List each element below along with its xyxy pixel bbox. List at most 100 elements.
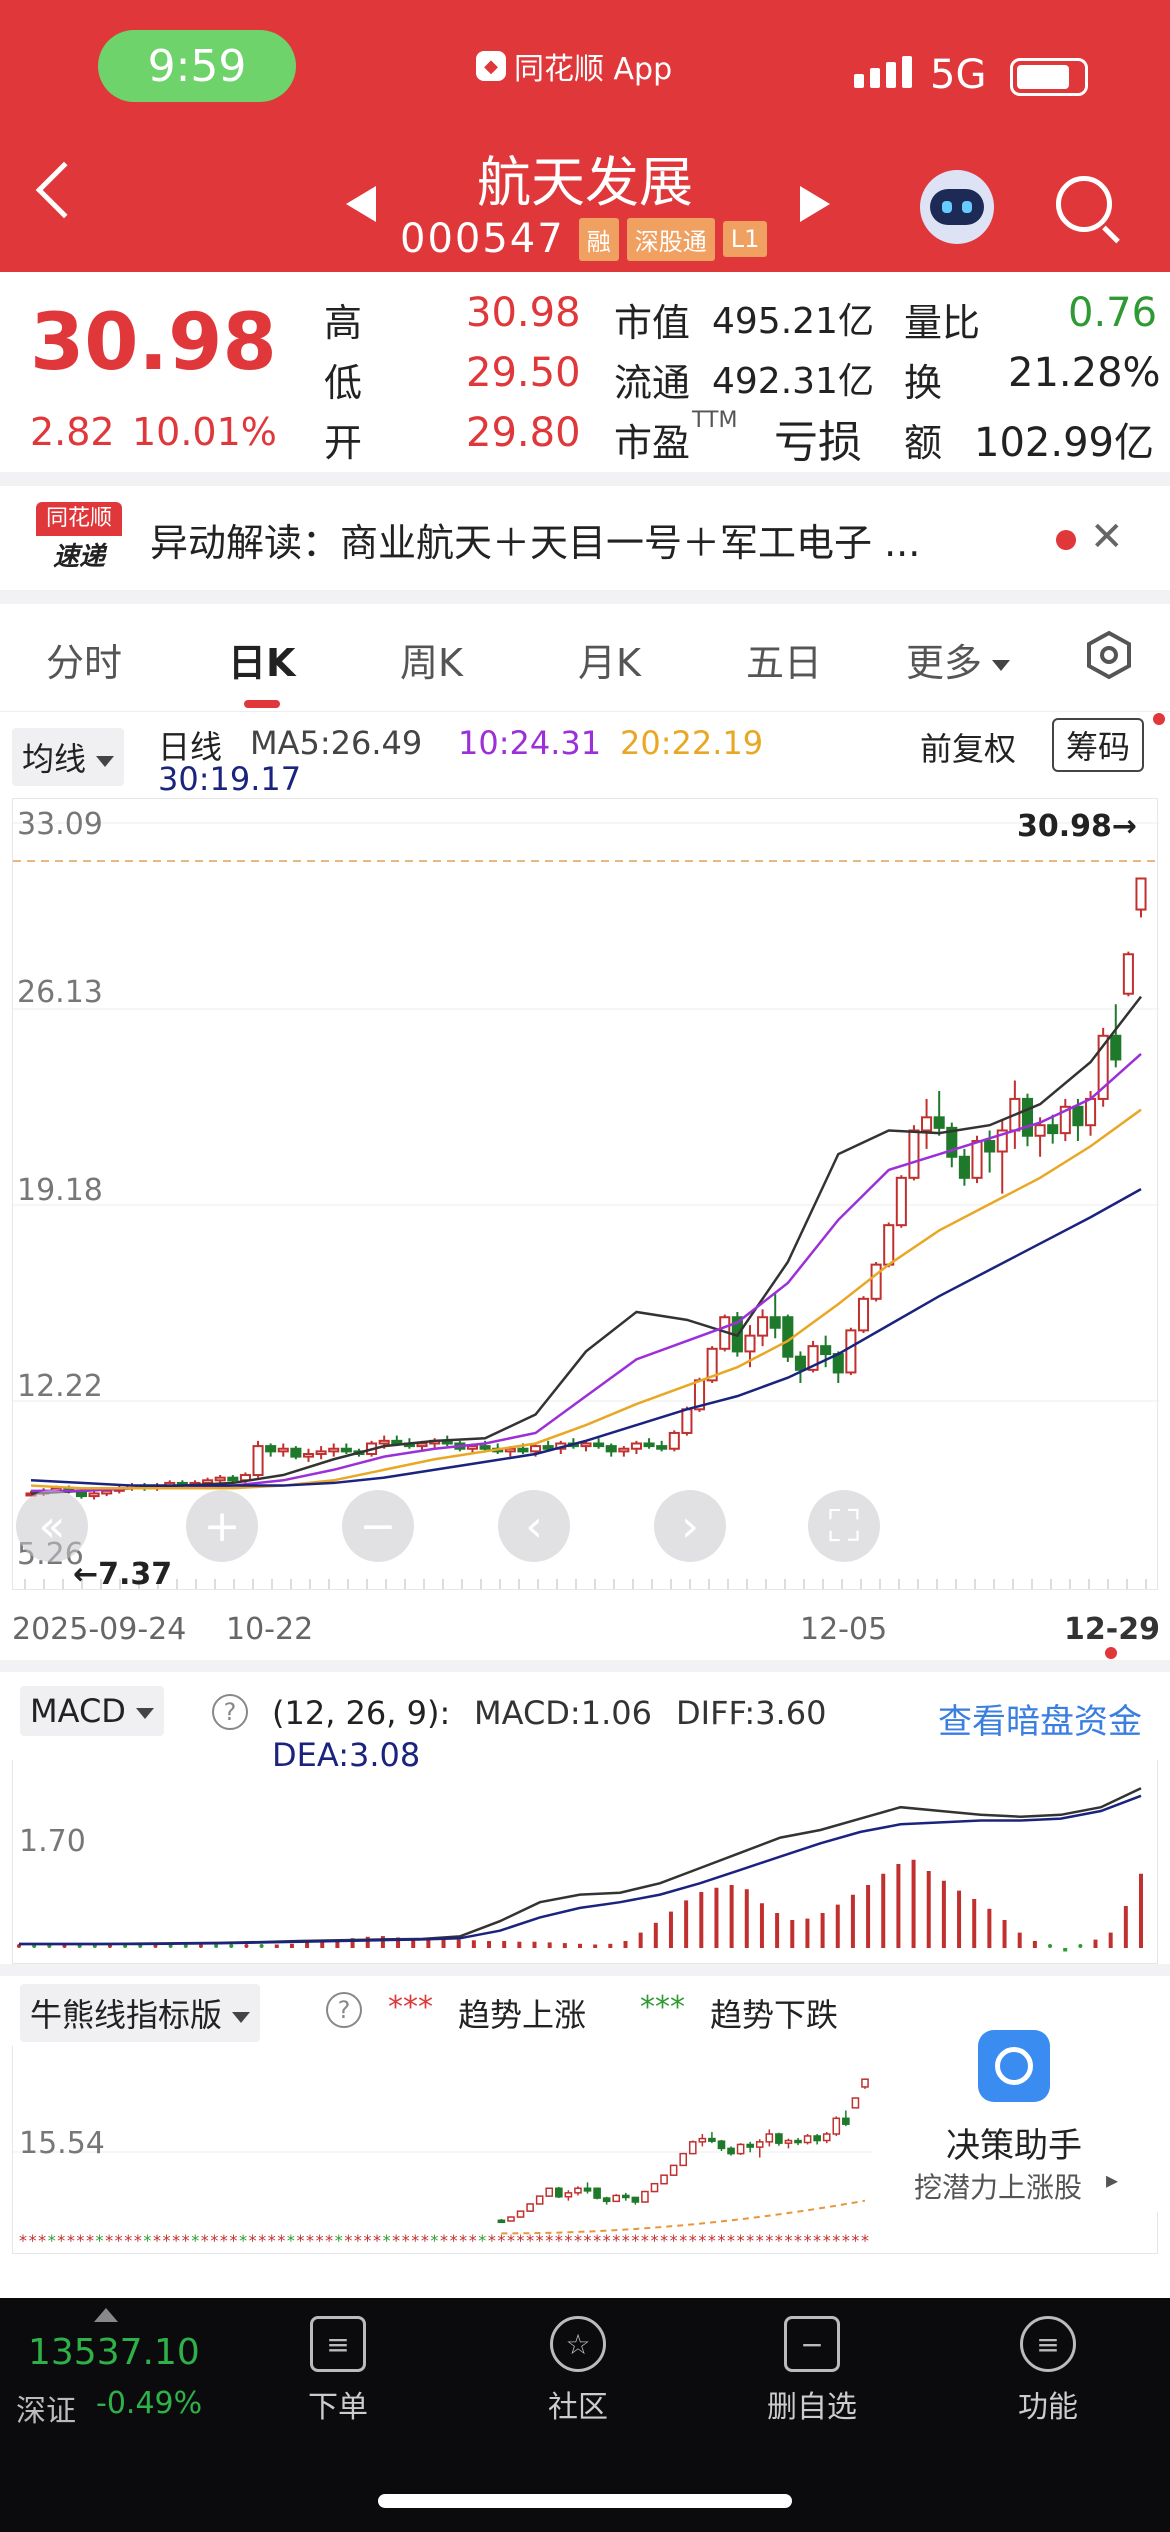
trend-marker: *	[29, 2231, 37, 2250]
next-stock-icon[interactable]	[800, 186, 830, 222]
chips-button[interactable]: 筹码	[1052, 718, 1145, 772]
mini-candle-body	[746, 2143, 754, 2148]
trend-marker: *	[296, 2231, 304, 2250]
bull-bear-panel[interactable]: * * * * * * * * * * * * * * * * * * * * * * * * * * * * * * * * * * * * * * * *…	[12, 2046, 1158, 2254]
trend-marker: *	[737, 2231, 745, 2250]
adjust-label[interactable]: 前复权	[920, 730, 1017, 768]
zoom-out-icon[interactable]: −	[342, 1490, 414, 1562]
x-label-3: 12-05	[800, 1612, 888, 1647]
amount-value: 102.99亿	[974, 420, 1154, 466]
settings-hex-icon[interactable]	[1084, 630, 1134, 680]
pe-label: 市盈	[614, 421, 691, 465]
trend-marker: *	[861, 2231, 869, 2250]
kline-chart[interactable]	[13, 799, 1159, 1591]
robot-assistant-icon[interactable]	[920, 170, 994, 244]
candle-body	[845, 1329, 857, 1374]
candle-body	[202, 1479, 214, 1484]
candle-body	[984, 1139, 996, 1153]
trend-down-label: 趋势下跌	[710, 1996, 839, 2034]
search-icon[interactable]	[1056, 176, 1112, 232]
tag-margin: 融	[578, 217, 619, 261]
zoom-in-icon[interactable]: +	[186, 1490, 258, 1562]
mini-candle-body	[851, 2097, 860, 2109]
candle-body	[252, 1445, 264, 1477]
top-header: 9:59 ◆ 同花顺 App 5G 航天发展 000547 融 深股通 L1	[0, 0, 1170, 272]
scroll-left-icon[interactable]: «	[16, 1490, 88, 1562]
news-logo: 同花顺 速递	[36, 502, 122, 576]
tab-intraday[interactable]: 分时	[46, 641, 123, 685]
amount-label: 额	[904, 421, 943, 465]
mini-candle-body	[832, 2117, 841, 2135]
dark-pool-link[interactable]: 查看暗盘资金	[938, 1702, 1142, 1742]
macd-value: MACD:1.06	[474, 1694, 652, 1732]
help-icon[interactable]: ?	[212, 1694, 248, 1730]
price-change: 2.82	[30, 410, 115, 454]
trend-marker: *	[679, 2231, 687, 2250]
trend-marker: *	[115, 2231, 123, 2250]
mini-candle-body	[688, 2141, 697, 2155]
mini-candle-body	[602, 2197, 611, 2203]
bull-bear-chart[interactable]: * * * * * * * * * * * * * * * * * * * * * * * * * * * * * * * * * * * * * * * *…	[13, 2046, 1159, 2254]
macd-panel[interactable]: 1.70	[12, 1760, 1158, 1964]
trend-marker: *	[373, 2231, 381, 2250]
tab-daily[interactable]: 日K	[228, 641, 296, 685]
trend-marker: *	[631, 2231, 639, 2250]
decision-assistant-card[interactable]: 决策助手 挖潜力上涨股 ▸	[876, 1982, 1160, 2212]
ma-selector[interactable]: 均线	[12, 728, 125, 786]
prev-stock-icon[interactable]	[346, 186, 376, 222]
trend-marker: *	[124, 2231, 132, 2250]
nav-remove-watchlist[interactable]: − 删自选	[742, 2316, 882, 2426]
next-icon[interactable]: ›	[654, 1490, 726, 1562]
trend-marker: *	[191, 2231, 199, 2250]
trend-marker: *	[469, 2231, 477, 2250]
trend-marker: *	[249, 2231, 257, 2250]
tab-more[interactable]: 更多	[906, 632, 1011, 687]
stock-code: 000547	[400, 216, 565, 262]
candle-body	[416, 1442, 428, 1448]
mini-candle-body	[641, 2190, 649, 2203]
trend-marker: *	[287, 2231, 295, 2250]
bull-bear-selector[interactable]: 牛熊线指标版	[20, 1984, 261, 2042]
dea-value: DEA:3.08	[272, 1736, 421, 1774]
trend-marker: *	[478, 2231, 486, 2250]
mini-candle-body	[717, 2140, 726, 2150]
trend-marker: *	[813, 2231, 821, 2250]
mini-candle-body	[727, 2147, 735, 2155]
nav-order[interactable]: ≡ 下单	[268, 2316, 408, 2426]
trend-marker: *	[698, 2231, 706, 2250]
candle-body	[933, 1116, 945, 1129]
mini-candle-body	[555, 2187, 563, 2198]
kline-panel[interactable]: 33.09 26.13 19.18 12.22 5.26 30.98→ ←7.3…	[12, 798, 1159, 1592]
news-banner[interactable]: 同花顺 速递 异动解读：商业航天＋天目一号＋军工电子 ...	[0, 482, 1170, 590]
nav-functions[interactable]: ≡ 功能	[978, 2316, 1118, 2426]
macd-chart[interactable]	[13, 1760, 1159, 1964]
tab-five-day[interactable]: 五日	[746, 641, 823, 685]
index-value[interactable]: 13537.10	[28, 2332, 200, 2373]
red-dot-icon	[1105, 1647, 1117, 1659]
nav-community[interactable]: ☆ 社区	[508, 2316, 648, 2426]
ma-line-ma20	[30, 1108, 1142, 1490]
close-icon[interactable]: ✕	[1090, 514, 1124, 560]
bull-y-label: 15.54	[19, 2126, 105, 2161]
trend-marker: *	[775, 2231, 783, 2250]
tab-monthly[interactable]: 月K	[578, 641, 641, 685]
prev-icon[interactable]: ‹	[498, 1490, 570, 1562]
trend-marker: *	[507, 2231, 515, 2250]
battery-icon	[1010, 58, 1088, 96]
trend-marker: *	[564, 2231, 572, 2250]
help-icon[interactable]: ?	[326, 1992, 362, 2028]
candle-body	[668, 1431, 680, 1450]
mini-candle-body	[574, 2187, 582, 2194]
trend-marker: *	[488, 2231, 496, 2250]
mini-candle-body	[736, 2143, 745, 2155]
mini-candle-body	[765, 2133, 774, 2143]
tab-weekly[interactable]: 周K	[400, 641, 463, 685]
open-label: 开	[324, 421, 363, 465]
candle-body	[328, 1447, 340, 1453]
candle-body	[794, 1355, 806, 1371]
candle-body	[580, 1442, 592, 1448]
fullscreen-icon[interactable]: ⛶	[808, 1490, 880, 1562]
macd-selector[interactable]: MACD	[20, 1686, 164, 1736]
trend-marker: *	[440, 2231, 448, 2250]
candle-body	[391, 1439, 403, 1445]
